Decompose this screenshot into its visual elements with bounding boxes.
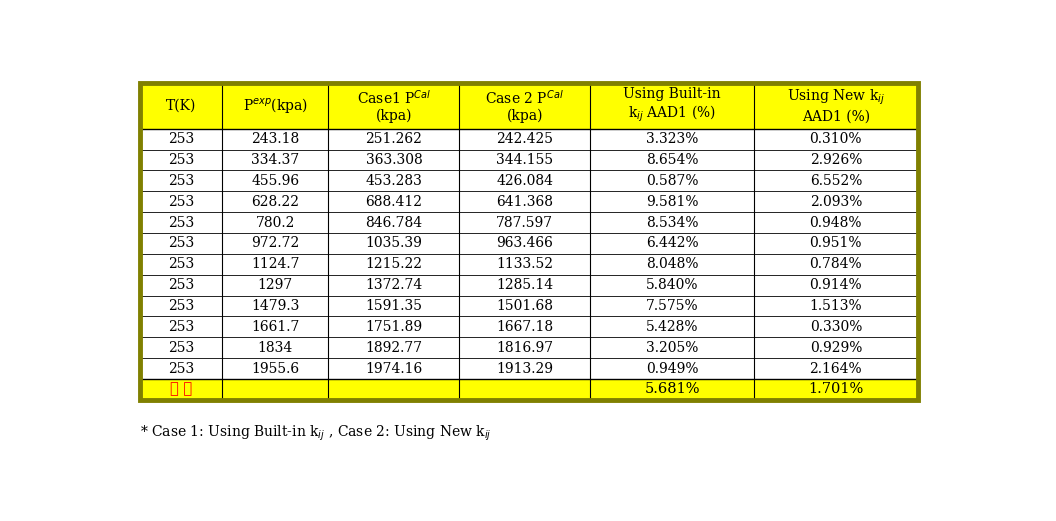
Text: 242.425: 242.425 xyxy=(496,132,553,146)
Text: 453.283: 453.283 xyxy=(365,174,422,188)
Text: 253: 253 xyxy=(168,216,194,230)
Text: 253: 253 xyxy=(168,174,194,188)
Text: 344.155: 344.155 xyxy=(496,153,553,167)
Bar xyxy=(140,170,918,191)
Text: 253: 253 xyxy=(168,299,194,313)
Bar xyxy=(140,129,918,150)
Text: 253: 253 xyxy=(168,278,194,292)
Bar xyxy=(140,233,918,254)
Text: 972.72: 972.72 xyxy=(251,237,299,251)
Text: 1479.3: 1479.3 xyxy=(251,299,300,313)
Text: 251.262: 251.262 xyxy=(365,132,422,146)
Text: 2.926%: 2.926% xyxy=(810,153,862,167)
Text: 253: 253 xyxy=(168,237,194,251)
Text: 334.37: 334.37 xyxy=(251,153,299,167)
Text: 5.681%: 5.681% xyxy=(644,382,700,396)
Text: 1667.18: 1667.18 xyxy=(496,320,553,334)
Bar xyxy=(140,191,918,212)
Text: 1834: 1834 xyxy=(258,341,293,355)
Text: 780.2: 780.2 xyxy=(256,216,295,230)
Text: 688.412: 688.412 xyxy=(365,195,422,209)
Text: 1.701%: 1.701% xyxy=(808,382,864,396)
Bar xyxy=(140,212,918,233)
Bar xyxy=(140,337,918,358)
Text: 5.840%: 5.840% xyxy=(646,278,698,292)
Text: Using New k$_{ij}$
AAD1 (%): Using New k$_{ij}$ AAD1 (%) xyxy=(787,88,885,123)
Text: 1955.6: 1955.6 xyxy=(251,362,299,376)
Text: 2.093%: 2.093% xyxy=(810,195,862,209)
Text: 0.587%: 0.587% xyxy=(646,174,698,188)
Text: 455.96: 455.96 xyxy=(251,174,299,188)
Text: 1133.52: 1133.52 xyxy=(496,257,553,271)
Bar xyxy=(140,83,918,129)
Text: 0.310%: 0.310% xyxy=(810,132,862,146)
Text: 8.654%: 8.654% xyxy=(646,153,698,167)
Text: 1285.14: 1285.14 xyxy=(496,278,553,292)
Text: 3.205%: 3.205% xyxy=(646,341,698,355)
Text: 1816.97: 1816.97 xyxy=(496,341,553,355)
Text: 253: 253 xyxy=(168,362,194,376)
Bar xyxy=(140,82,918,400)
Text: 1124.7: 1124.7 xyxy=(251,257,300,271)
Text: 363.308: 363.308 xyxy=(365,153,422,167)
Text: 0.951%: 0.951% xyxy=(810,237,862,251)
Text: 0.784%: 0.784% xyxy=(810,257,862,271)
Text: 8.048%: 8.048% xyxy=(646,257,698,271)
Text: 3.323%: 3.323% xyxy=(646,132,698,146)
Text: 846.784: 846.784 xyxy=(365,216,422,230)
Text: 9.581%: 9.581% xyxy=(646,195,698,209)
Text: Case1 P$^{Cal}$
(kpa): Case1 P$^{Cal}$ (kpa) xyxy=(357,89,431,123)
Bar xyxy=(140,275,918,295)
Text: Using Built-in
k$_{ij}$ AAD1 (%): Using Built-in k$_{ij}$ AAD1 (%) xyxy=(623,87,721,124)
Text: 253: 253 xyxy=(168,153,194,167)
Text: 1215.22: 1215.22 xyxy=(365,257,422,271)
Text: 8.534%: 8.534% xyxy=(646,216,698,230)
Text: 1913.29: 1913.29 xyxy=(496,362,553,376)
Text: P$^{exp}$(kpa): P$^{exp}$(kpa) xyxy=(243,96,307,115)
Text: 2.164%: 2.164% xyxy=(810,362,862,376)
Text: 6.442%: 6.442% xyxy=(646,237,698,251)
Text: 243.18: 243.18 xyxy=(251,132,299,146)
Text: 253: 253 xyxy=(168,195,194,209)
Text: 628.22: 628.22 xyxy=(251,195,299,209)
Text: 0.948%: 0.948% xyxy=(810,216,862,230)
Text: 1035.39: 1035.39 xyxy=(365,237,422,251)
Text: 1892.77: 1892.77 xyxy=(365,341,422,355)
Bar xyxy=(140,316,918,337)
Text: 1372.74: 1372.74 xyxy=(365,278,422,292)
Text: 1501.68: 1501.68 xyxy=(496,299,553,313)
Text: T(K): T(K) xyxy=(166,98,196,113)
Text: 0.330%: 0.330% xyxy=(810,320,862,334)
Text: 426.084: 426.084 xyxy=(496,174,553,188)
Text: 0.949%: 0.949% xyxy=(646,362,698,376)
Bar xyxy=(140,150,918,170)
Text: 1751.89: 1751.89 xyxy=(365,320,422,334)
Bar xyxy=(140,358,918,379)
Text: 1661.7: 1661.7 xyxy=(251,320,300,334)
Text: 787.597: 787.597 xyxy=(496,216,553,230)
Text: Case 2 P$^{Cal}$
(kpa): Case 2 P$^{Cal}$ (kpa) xyxy=(486,89,564,123)
Text: 평 균: 평 균 xyxy=(170,382,192,396)
Text: 1.513%: 1.513% xyxy=(810,299,862,313)
Text: 253: 253 xyxy=(168,132,194,146)
Text: 963.466: 963.466 xyxy=(496,237,553,251)
Text: 6.552%: 6.552% xyxy=(810,174,862,188)
Text: 253: 253 xyxy=(168,341,194,355)
Text: * Case 1: Using Built-in k$_{ij}$ , Case 2: Using New k$_{ij}$: * Case 1: Using Built-in k$_{ij}$ , Case… xyxy=(140,424,492,443)
Text: 1974.16: 1974.16 xyxy=(365,362,422,376)
Bar xyxy=(140,254,918,275)
Text: 253: 253 xyxy=(168,257,194,271)
Text: 0.914%: 0.914% xyxy=(810,278,862,292)
Text: 0.929%: 0.929% xyxy=(810,341,862,355)
Text: 1591.35: 1591.35 xyxy=(365,299,422,313)
Bar xyxy=(140,379,918,400)
Text: 641.368: 641.368 xyxy=(496,195,553,209)
Text: 7.575%: 7.575% xyxy=(646,299,698,313)
Text: 1297: 1297 xyxy=(258,278,293,292)
Text: 253: 253 xyxy=(168,320,194,334)
Text: 5.428%: 5.428% xyxy=(646,320,698,334)
Bar xyxy=(140,295,918,316)
